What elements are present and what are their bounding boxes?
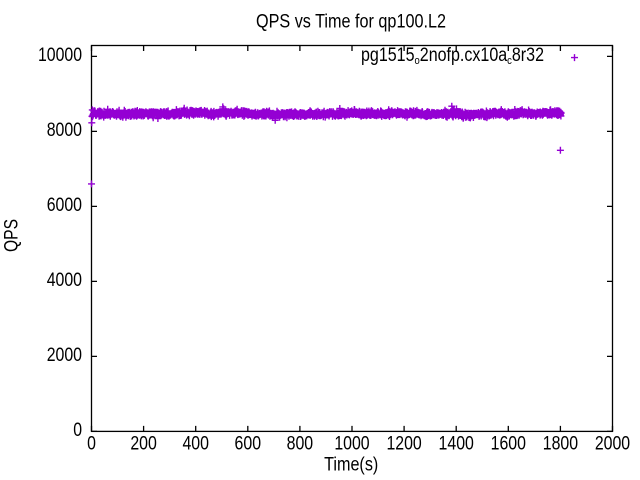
svg-text:1000: 1000 (334, 433, 369, 454)
svg-text:pg1515o2nofp.cx10ac8r32: pg1515o2nofp.cx10ac8r32 (361, 45, 544, 67)
svg-text:1800: 1800 (543, 433, 578, 454)
svg-text:1400: 1400 (439, 433, 474, 454)
svg-text:6000: 6000 (47, 195, 82, 216)
svg-text:0: 0 (73, 420, 82, 441)
svg-text:0: 0 (87, 433, 96, 454)
svg-text:1600: 1600 (491, 433, 526, 454)
svg-text:2000: 2000 (47, 345, 82, 366)
svg-text:400: 400 (182, 433, 209, 454)
svg-text:200: 200 (130, 433, 157, 454)
svg-text:10000: 10000 (38, 45, 82, 66)
svg-text:2000: 2000 (595, 433, 630, 454)
svg-text:QPS vs Time for qp100.L2: QPS vs Time for qp100.L2 (256, 12, 446, 33)
svg-text:1200: 1200 (386, 433, 421, 454)
svg-text:QPS: QPS (2, 219, 23, 252)
svg-text:600: 600 (235, 433, 262, 454)
svg-text:8000: 8000 (47, 120, 82, 141)
svg-text:Time(s): Time(s) (324, 455, 378, 476)
svg-text:4000: 4000 (47, 270, 82, 291)
svg-text:800: 800 (287, 433, 314, 454)
